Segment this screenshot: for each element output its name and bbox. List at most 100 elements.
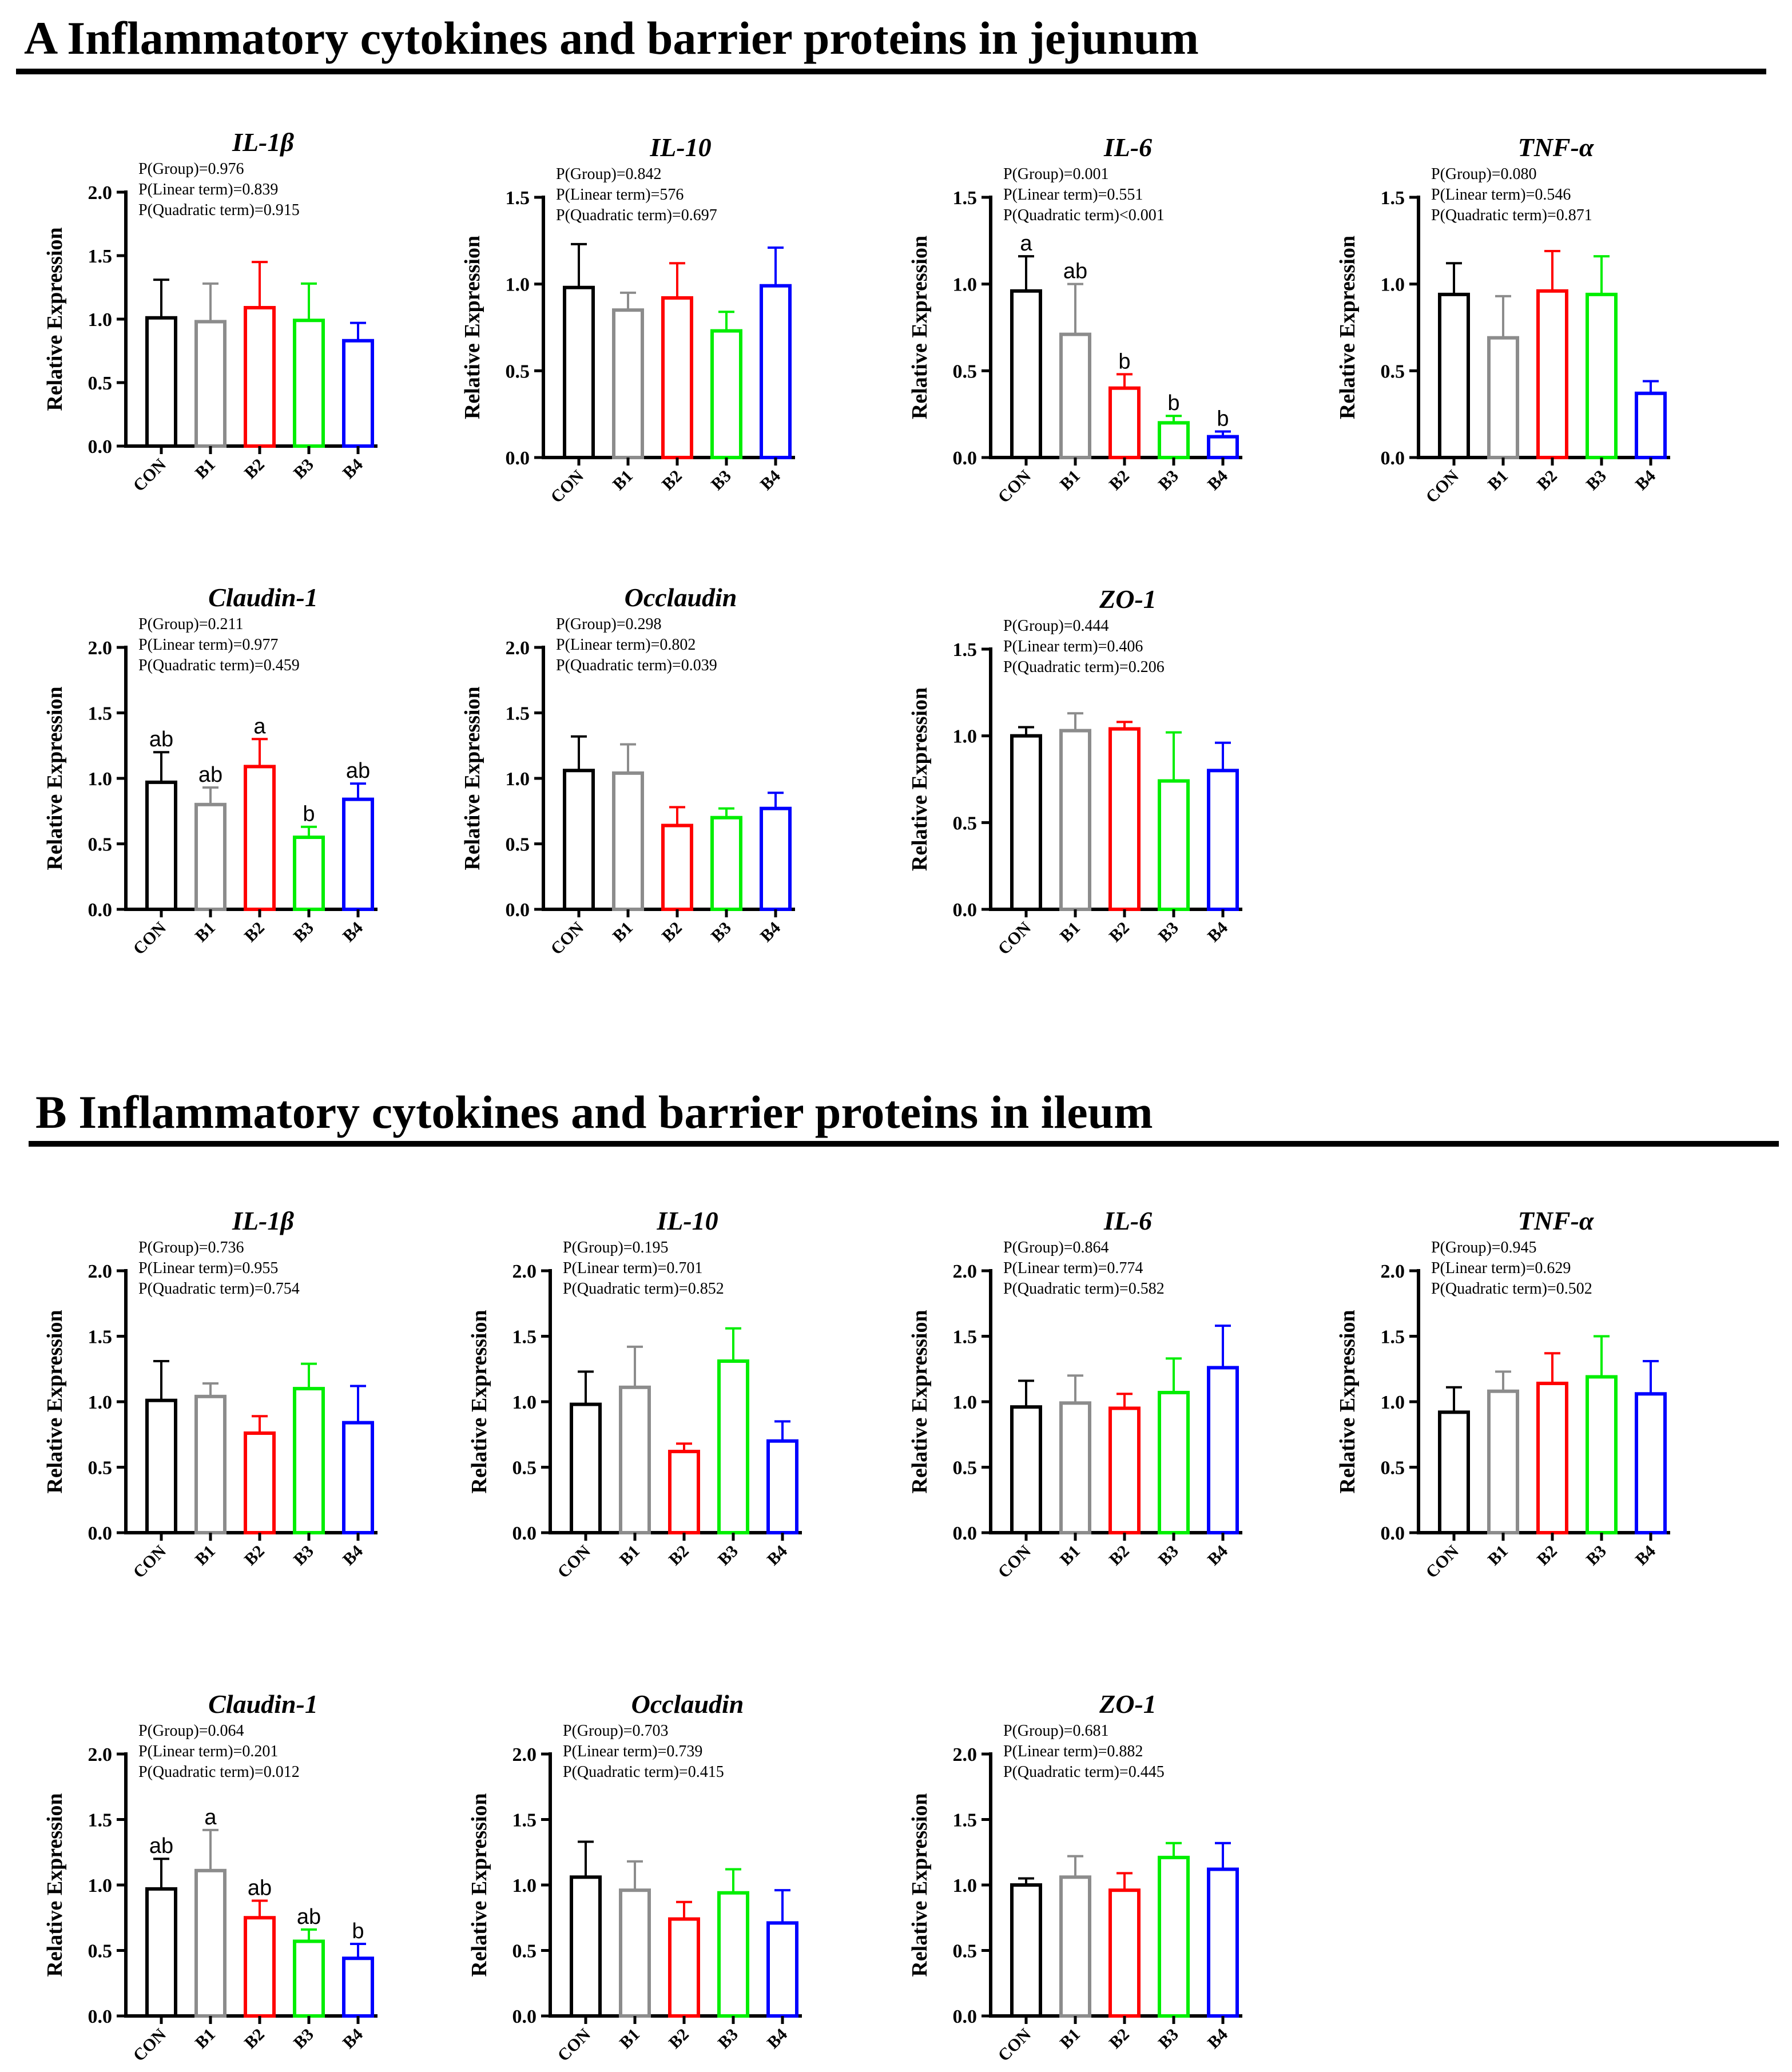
x-tick-label: B1 xyxy=(192,2025,219,2053)
x-tick-label: B4 xyxy=(1632,1542,1659,1569)
significance-letter: a xyxy=(1020,232,1032,256)
y-tick-label: 2.0 xyxy=(953,1744,978,1765)
y-tick-label: 0.5 xyxy=(88,373,113,394)
y-axis-label: Relative Expression xyxy=(467,1310,491,1493)
bar xyxy=(710,816,742,911)
x-tick-label: B1 xyxy=(1056,2025,1084,2053)
stat-text: P(Quadratic term)=0.915 xyxy=(138,201,300,219)
stat-text: P(Quadratic term)=0.697 xyxy=(556,206,717,224)
x-tick-label: B4 xyxy=(757,918,784,946)
bar xyxy=(760,284,792,459)
stat-text: P(Quadratic term)=0.754 xyxy=(138,1280,300,1298)
y-tick-label: 2.0 xyxy=(1381,1261,1405,1282)
chart-panel: TNF-α P(Group)=0.945 P(Linear term)=0.629 P… xyxy=(1336,1206,1670,1582)
x-tick-label: B3 xyxy=(290,918,317,946)
x-tick-label: B4 xyxy=(1204,2025,1231,2053)
stat-text: P(Linear term)=0.546 xyxy=(1431,186,1571,204)
bar xyxy=(563,769,595,912)
bar xyxy=(1207,1366,1239,1534)
x-tick-label: B1 xyxy=(1056,918,1084,946)
chart-panel: IL-10 P(Group)=0.195 P(Linear term)=0.701 P… xyxy=(467,1206,802,1582)
bar xyxy=(145,316,177,448)
bar xyxy=(563,285,595,459)
y-tick-label: 0.0 xyxy=(88,436,113,458)
chart-panel: IL-6 P(Group)=0.864 P(Linear term)=0.774 P(… xyxy=(908,1206,1242,1582)
stat-text: P(Group)=0.444 xyxy=(1003,617,1109,635)
bar xyxy=(1010,1405,1042,1534)
y-tick-label: 1.0 xyxy=(953,275,978,296)
y-tick-label: 0.5 xyxy=(512,1941,537,1962)
stat-text: P(Linear term)=0.839 xyxy=(138,181,278,198)
chart-title: IL-6 xyxy=(1103,1206,1152,1235)
y-tick-label: 2.0 xyxy=(512,1261,537,1282)
bar xyxy=(1487,336,1519,460)
y-tick-label: 1.5 xyxy=(1381,1327,1405,1348)
x-tick-label: B2 xyxy=(658,467,686,494)
bar xyxy=(293,319,325,448)
bar xyxy=(1108,1888,1141,2018)
x-tick-label: B4 xyxy=(339,455,367,483)
stat-text: P(Quadratic term)=0.459 xyxy=(138,657,300,674)
y-tick-label: 1.5 xyxy=(953,1810,978,1831)
x-tick-label: B2 xyxy=(1106,2025,1133,2053)
x-tick-label: B3 xyxy=(1155,2025,1182,2053)
y-tick-label: 0.5 xyxy=(1381,1458,1405,1479)
x-tick-label: B3 xyxy=(1155,467,1182,494)
x-tick-label: B4 xyxy=(764,1542,791,1569)
bar xyxy=(1635,1392,1667,1535)
bar xyxy=(1010,734,1042,911)
chart-title: TNF-α xyxy=(1518,1206,1595,1235)
y-tick-label: 2.0 xyxy=(88,638,113,659)
bar xyxy=(1158,421,1190,459)
stat-text: P(Linear term)=0.406 xyxy=(1003,638,1143,655)
y-tick-label: 1.0 xyxy=(1381,1392,1405,1413)
chart-title: Claudin-1 xyxy=(208,583,318,612)
x-tick-label: B4 xyxy=(339,918,367,946)
bar xyxy=(760,806,792,912)
stat-text: P(Group)=0.864 xyxy=(1003,1239,1109,1256)
y-tick-label: 0.0 xyxy=(953,2006,978,2027)
stat-text: P(Linear term)=0.701 xyxy=(563,1259,702,1277)
bar xyxy=(717,1891,749,2018)
x-tick-label: B1 xyxy=(1056,467,1084,494)
x-tick-label: B1 xyxy=(1484,1542,1512,1569)
bar xyxy=(766,1921,798,2018)
y-tick-label: 0.5 xyxy=(88,1941,113,1962)
stat-text: P(Group)=0.211 xyxy=(138,615,244,633)
y-axis-label: Relative Expression xyxy=(908,236,932,419)
y-axis-label: Relative Expression xyxy=(908,1793,932,1976)
bar xyxy=(194,1868,227,2018)
bar xyxy=(145,1887,177,2018)
y-tick-label: 1.5 xyxy=(88,1327,113,1348)
x-tick-label: B1 xyxy=(1484,467,1512,494)
section-b-rule xyxy=(29,1141,1779,1147)
bar xyxy=(145,1398,177,1534)
y-axis-label: Relative Expression xyxy=(908,687,932,871)
bar xyxy=(1108,727,1141,911)
x-tick-label: CON xyxy=(994,2025,1035,2065)
stat-text: P(Linear term)=0.882 xyxy=(1003,1743,1143,1760)
bar xyxy=(1010,1883,1042,2018)
stat-text: P(Quadratic term)=0.852 xyxy=(563,1280,724,1298)
bar xyxy=(661,296,693,460)
bar xyxy=(1487,1389,1519,1534)
bar xyxy=(619,1385,651,1535)
significance-letter: ab xyxy=(1063,260,1087,284)
bar xyxy=(766,1439,798,1534)
bar xyxy=(710,329,742,459)
significance-letter: b xyxy=(1217,407,1229,431)
y-tick-label: 0.5 xyxy=(88,834,113,856)
x-tick-label: CON xyxy=(547,918,587,959)
bar xyxy=(1158,1855,1190,2018)
bar xyxy=(1586,292,1618,459)
section-a-title: A Inflammatory cytokines and barrier pro… xyxy=(24,12,1199,64)
chart-panel: IL-6 P(Group)=0.001 P(Linear term)=0.551 P(… xyxy=(908,133,1242,507)
y-tick-label: 1.5 xyxy=(506,703,530,725)
chart-panel: Occlaudin P(Group)=0.298 P(Linear term)=0.… xyxy=(460,583,795,959)
bar xyxy=(293,1387,325,1535)
bar xyxy=(244,306,276,448)
stat-text: P(Quadratic term)=0.415 xyxy=(563,1763,724,1781)
stat-text: P(Group)=0.064 xyxy=(138,1722,244,1740)
x-tick-label: B4 xyxy=(1204,918,1231,946)
